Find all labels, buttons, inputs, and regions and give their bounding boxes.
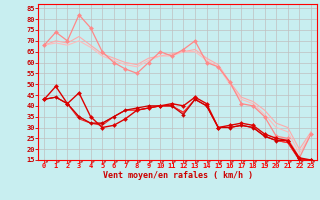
X-axis label: Vent moyen/en rafales ( km/h ): Vent moyen/en rafales ( km/h ) [103,171,252,180]
